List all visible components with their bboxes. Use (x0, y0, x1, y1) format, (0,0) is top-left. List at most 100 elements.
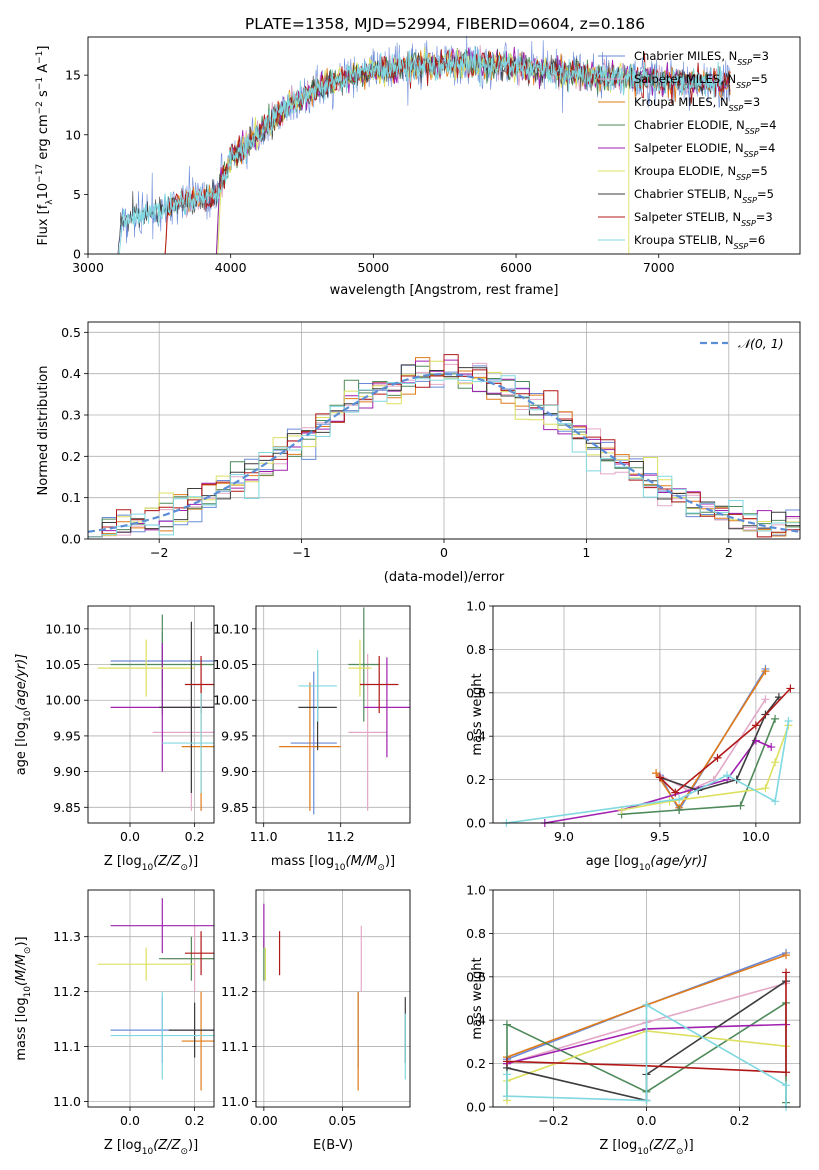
x-tick-label: −0.2 (538, 1113, 568, 1128)
y-tick-label: 9.95 (53, 728, 81, 743)
y-tick-label: 1.0 (466, 883, 486, 898)
xlabel-label: Z [log10(Z/Z⊙)] (104, 854, 198, 873)
axes-frame (492, 605, 801, 824)
legend-label-salpeter_stelib: Salpeter STELIB, NSSP=3 (634, 210, 773, 228)
y-tick-label: 10 (65, 127, 81, 142)
x-tick-label: −2 (150, 545, 168, 560)
y-tick-label: 0.4 (466, 729, 486, 744)
x-tick-label: −1 (292, 545, 310, 560)
y-tick-label: 9.85 (53, 800, 81, 815)
legend-label-chabrier_elodie: Chabrier ELODIE, NSSP=4 (634, 118, 776, 136)
y-tick-label: 0 (73, 247, 81, 262)
y-tick-label: 0.4 (466, 1013, 486, 1028)
legend-label-kroupa_elodie: Kroupa ELODIE, NSSP=5 (634, 164, 768, 182)
weight-marker-salpeter_stelib (751, 721, 760, 730)
axes-frame (87, 889, 215, 1108)
weight-marker-chabrier_elodie (771, 714, 780, 723)
y-tick-label: 9.90 (221, 764, 249, 779)
y-tick-label: 11.0 (53, 1094, 81, 1109)
weight-marker-kroupa_stelib (675, 795, 684, 804)
y-tick-label: 0.5 (61, 325, 81, 340)
axes-weight_vs_age: 9.0 9.5 10.0 0.0 0.2 0.4 0.6 0.8 1.0 age [log10(a… (466, 599, 800, 873)
xlabel-label: mass [log10(M/M⊙)] (271, 854, 395, 873)
xlabel-label: Z [log10(Z/Z⊙)] (599, 1138, 693, 1157)
axes-frame (87, 36, 801, 255)
errorbars-mass_vs_ebv (263, 903, 406, 1091)
y-tick-label: 11.0 (221, 1094, 249, 1109)
legend-label-salpeter_elodie: Salpeter ELODIE, NSSP=4 (634, 141, 775, 159)
x-tick-label: 0.0 (637, 1113, 657, 1128)
x-tick-label: 0.2 (730, 1113, 750, 1128)
weight-marker-kroupa_stelib (642, 1001, 651, 1010)
axes-residuals: −2 −1 0 1 2 0.0 0.1 0.2 0.3 0.4 0.5 (data-model)/er… (36, 322, 801, 585)
ylabel-label: Flux [fλ10−17 erg cm−2 s−1 A−1] (35, 46, 55, 246)
y-tick-label: 10.10 (45, 621, 81, 636)
x-tick-label: 0 (440, 545, 448, 560)
axes-frame (492, 889, 801, 1108)
errorbars-mass_vs_Z (97, 898, 214, 1091)
x-tick-label: 3000 (72, 260, 104, 275)
y-tick-label: 11.2 (53, 984, 81, 999)
weight-marker-salpeter_stelib (655, 773, 664, 782)
ylabel-label: mass [log10(M/M⊙)] (14, 936, 33, 1060)
axes-weight_vs_Z: −0.2 0.0 0.2 0.0 0.2 0.4 0.6 0.8 1.0 Z [log10(Z/Z… (466, 883, 800, 1157)
x-tick-label: 0.2 (185, 829, 205, 844)
axes-age_vs_mass: 11.0 11.2 9.85 9.90 9.95 10.00 10.05 10.10 mass … (213, 606, 410, 873)
y-tick-label: 11.1 (221, 1039, 249, 1054)
ylabel-label: mass weight (470, 673, 485, 755)
xlabel-label: wavelength [Angstrom, rest frame] (330, 283, 559, 298)
y-tick-label: 0.6 (466, 685, 486, 700)
y-tick-label: 5 (73, 187, 81, 202)
ylabel-label: Normed distribution (36, 366, 51, 496)
x-tick-label: 1 (582, 545, 590, 560)
legend-gauss-label: 𝒩(0, 1) (738, 336, 784, 351)
weight-marker-kroupa_elodie (771, 758, 780, 767)
axes-frame (255, 605, 411, 824)
weight-marker-kroupa_stelib (723, 771, 732, 780)
weight-marker-salpeter_elodie (767, 743, 776, 752)
spectrum-line-kroupa_stelib (118, 45, 722, 255)
weight-marker-chabrier_elodie (675, 805, 684, 814)
x-tick-label: 11.2 (327, 829, 355, 844)
y-tick-label: 10.00 (45, 693, 81, 708)
x-tick-label: 5000 (357, 260, 389, 275)
y-tick-label: 10.05 (213, 657, 249, 672)
ylabel-label: mass weight (470, 957, 485, 1039)
y-tick-label: 9.85 (221, 800, 249, 815)
weight-marker-salpeter_stelib (782, 1068, 791, 1077)
x-tick-label: 6000 (500, 260, 532, 275)
gaussian-curve (87, 372, 801, 533)
weight-marker-salpeter_stelib (671, 788, 680, 797)
legend-label-chabrier_miles: Chabrier MILES, NSSP=3 (634, 49, 769, 67)
y-tick-label: 0.8 (466, 642, 486, 657)
weight-marker-kroupa_stelib (771, 797, 780, 806)
y-tick-label: 0.1 (61, 490, 81, 505)
weight-marker-kroupa_stelib (782, 1081, 791, 1090)
x-tick-label: 0.05 (329, 1113, 357, 1128)
y-tick-label: 10.10 (213, 621, 249, 636)
figure-title: PLATE=1358, MJD=52994, FIBERID=0604, z=0… (245, 15, 645, 33)
weight-marker-kroupa_stelib (502, 1092, 511, 1101)
x-tick-label: 0.0 (120, 1113, 140, 1128)
weight-marker-kroupa_miles (782, 951, 791, 960)
x-tick-label: 2 (725, 545, 733, 560)
x-tick-label: 10.0 (742, 829, 770, 844)
weight-line-chabrier_elodie (621, 718, 776, 816)
y-tick-label: 11.3 (221, 929, 249, 944)
xlabel-label: E(B-V) (313, 1138, 353, 1153)
y-tick-label: 15 (65, 68, 81, 83)
y-tick-label: 0.0 (61, 532, 81, 547)
weight-marker-kroupa_elodie (761, 784, 770, 793)
weight-marker-salpeter_stelib (502, 1057, 511, 1066)
x-tick-label: 7000 (643, 260, 675, 275)
x-tick-label: 9.5 (650, 829, 670, 844)
y-tick-label: 0.2 (61, 449, 81, 464)
legend-label-kroupa_stelib: Kroupa STELIB, NSSP=6 (634, 233, 765, 251)
x-tick-label: 0.00 (250, 1113, 278, 1128)
weight-marker-salpeter_stelib (786, 684, 795, 693)
hist-step-salpeter_stelib (88, 354, 800, 538)
ylabel-label: age [log10(age/yr)] (14, 654, 33, 776)
x-tick-label: 0.0 (120, 829, 140, 844)
